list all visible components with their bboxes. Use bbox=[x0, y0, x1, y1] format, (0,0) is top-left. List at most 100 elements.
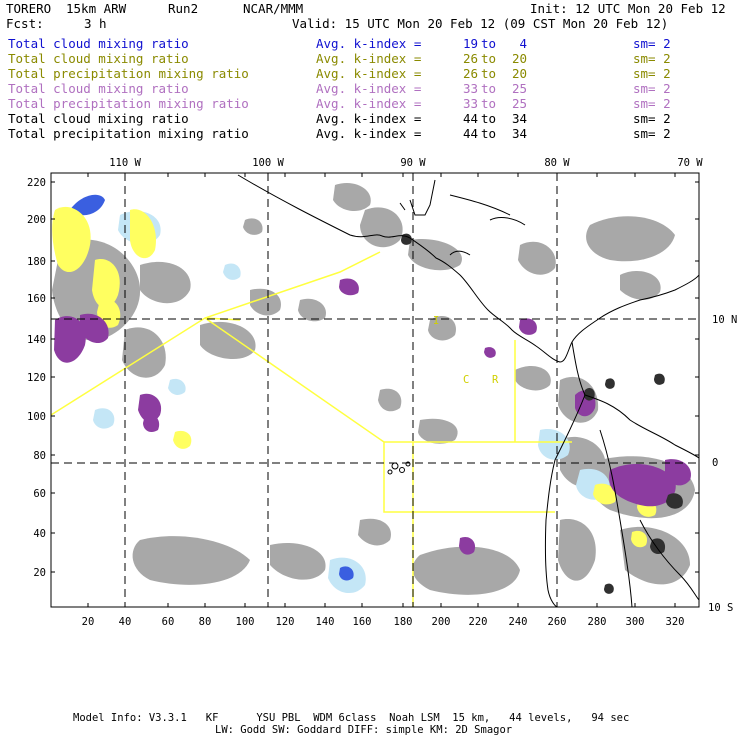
legend-field-label: Total precipitation mixing ratio bbox=[8, 126, 249, 141]
legend-kindex-to: 34 bbox=[511, 126, 527, 141]
y-grid-label: 20 bbox=[33, 567, 46, 579]
model-resolution: 15km ARW bbox=[66, 1, 127, 16]
x-grid-label: 180 bbox=[394, 616, 413, 628]
legend-kindex-from: 33 bbox=[462, 96, 478, 111]
x-grid-label: 100 bbox=[236, 616, 255, 628]
blue-cloud-areas bbox=[70, 194, 354, 581]
legend-to-word: to bbox=[481, 66, 497, 81]
legend-row: Total cloud mixing ratio Avg. k-index = 44… bbox=[8, 111, 732, 126]
legend-field-label: Total cloud mixing ratio bbox=[8, 36, 189, 51]
fcst-value: 3 h bbox=[84, 16, 107, 31]
legend-avg-label: Avg. k-index = bbox=[316, 51, 422, 66]
legend-to-word: to bbox=[481, 96, 497, 111]
x-grid-label: 320 bbox=[666, 616, 685, 628]
x-grid-label: 160 bbox=[353, 616, 372, 628]
legend-smoothing: sm= 2 bbox=[633, 51, 671, 66]
legend-smoothing: sm= 2 bbox=[633, 36, 671, 51]
legend-avg-label: Avg. k-index = bbox=[316, 96, 422, 111]
map-annotation-c: C bbox=[463, 374, 469, 386]
legend-smoothing: sm= 2 bbox=[633, 111, 671, 126]
x-grid-label: 140 bbox=[316, 616, 335, 628]
purple-precip-areas bbox=[54, 278, 691, 555]
latitude-label: 0 bbox=[712, 457, 718, 469]
legend-smoothing: sm= 2 bbox=[633, 81, 671, 96]
legend-avg-label: Avg. k-index = bbox=[316, 36, 422, 51]
longitude-label: 100 W bbox=[252, 157, 284, 169]
y-grid-label: 120 bbox=[27, 372, 46, 384]
x-grid-label: 60 bbox=[162, 616, 175, 628]
legend-to-word: to bbox=[481, 126, 497, 141]
legend-kindex-from: 26 bbox=[462, 51, 478, 66]
x-grid-label: 300 bbox=[626, 616, 645, 628]
y-grid-label: 180 bbox=[27, 256, 46, 268]
coastlines bbox=[237, 174, 699, 607]
latitude-labels: 10 N 0 10 S bbox=[708, 314, 737, 614]
model-info-line: Model Info: V3.3.1 KF YSU PBL WDM 6class… bbox=[73, 712, 630, 724]
y-grid-label: 100 bbox=[27, 411, 46, 423]
y-grid-label: 80 bbox=[33, 450, 46, 462]
legend-kindex-from: 44 bbox=[462, 126, 478, 141]
y-grid-label: 200 bbox=[27, 214, 46, 226]
legend-to-word: to bbox=[481, 111, 497, 126]
domain-boundary-lines bbox=[51, 251, 572, 607]
longitude-labels: 110 W 100 W 90 W 80 W 70 W bbox=[109, 157, 703, 169]
y-grid-label: 40 bbox=[33, 528, 46, 540]
x-grid-label: 20 bbox=[82, 616, 95, 628]
latitude-label: 10 N bbox=[712, 314, 737, 326]
map-annotation-r: R bbox=[492, 374, 499, 386]
x-grid-label: 120 bbox=[276, 616, 295, 628]
longitude-label: 90 W bbox=[400, 157, 426, 169]
legend-avg-label: Avg. k-index = bbox=[316, 126, 422, 141]
x-grid-label: 260 bbox=[548, 616, 567, 628]
legend-avg-label: Avg. k-index = bbox=[316, 66, 422, 81]
legend-to-word: to bbox=[481, 81, 497, 96]
legend-row: Total cloud mixing ratio Avg. k-index = 33… bbox=[8, 81, 732, 96]
fcst-label: Fcst: bbox=[6, 16, 44, 31]
longitude-label: 80 W bbox=[544, 157, 570, 169]
map-annotation-i: I bbox=[433, 315, 439, 327]
latlon-grid bbox=[51, 173, 699, 607]
legend-kindex-from: 26 bbox=[462, 66, 478, 81]
x-grid-label: 240 bbox=[509, 616, 528, 628]
legend-row: Total cloud mixing ratio Avg. k-index = 19… bbox=[8, 36, 732, 51]
tick-marks bbox=[51, 173, 699, 607]
longitude-label: 70 W bbox=[677, 157, 703, 169]
x-grid-label: 220 bbox=[469, 616, 488, 628]
y-grid-label: 140 bbox=[27, 334, 46, 346]
legend-field-label: Total cloud mixing ratio bbox=[8, 81, 189, 96]
legend-kindex-from: 19 bbox=[462, 36, 478, 51]
y-grid-label: 220 bbox=[27, 177, 46, 189]
legend-avg-label: Avg. k-index = bbox=[316, 111, 422, 126]
legend-kindex-to: 20 bbox=[511, 51, 527, 66]
legend-avg-label: Avg. k-index = bbox=[316, 81, 422, 96]
legend-to-word: to bbox=[481, 36, 497, 51]
y-grid-label: 60 bbox=[33, 488, 46, 500]
field-shading bbox=[51, 173, 699, 607]
legend-kindex-to: 20 bbox=[511, 66, 527, 81]
legend-field-label: Total precipitation mixing ratio bbox=[8, 96, 249, 111]
legend-kindex-from: 44 bbox=[462, 111, 478, 126]
x-grid-label: 80 bbox=[199, 616, 212, 628]
legend-smoothing: sm= 2 bbox=[633, 66, 671, 81]
legend-kindex-to: 25 bbox=[511, 96, 527, 111]
valid-time: Valid: 15 UTC Mon 20 Feb 12 (09 CST Mon … bbox=[292, 16, 669, 31]
y-grid-label: 160 bbox=[27, 293, 46, 305]
x-grid-label: 40 bbox=[119, 616, 132, 628]
init-time: Init: 12 UTC Mon 20 Feb 12 bbox=[530, 1, 726, 16]
legend-field-label: Total cloud mixing ratio bbox=[8, 111, 189, 126]
plot-frame bbox=[50, 172, 700, 608]
longitude-label: 110 W bbox=[109, 157, 141, 169]
physics-info-line: LW: Godd SW: Goddard DIFF: simple KM: 2D… bbox=[215, 724, 513, 736]
legend-kindex-to: 25 bbox=[511, 81, 527, 96]
legend-field-label: Total precipitation mixing ratio bbox=[8, 66, 249, 81]
x-grid-label: 200 bbox=[432, 616, 451, 628]
y-grid-labels: 220 200 180 160 140 120 100 80 60 40 20 bbox=[27, 177, 46, 579]
model-name: TORERO bbox=[6, 1, 52, 16]
legend-field-label: Total cloud mixing ratio bbox=[8, 51, 189, 66]
legend-row: Total precipitation mixing ratio Avg. k-i… bbox=[8, 96, 732, 111]
run-label: Run2 bbox=[168, 1, 199, 16]
legend-row: Total precipitation mixing ratio Avg. k-i… bbox=[8, 126, 732, 141]
legend-kindex-to: 4 bbox=[519, 36, 527, 51]
x-grid-label: 280 bbox=[588, 616, 607, 628]
